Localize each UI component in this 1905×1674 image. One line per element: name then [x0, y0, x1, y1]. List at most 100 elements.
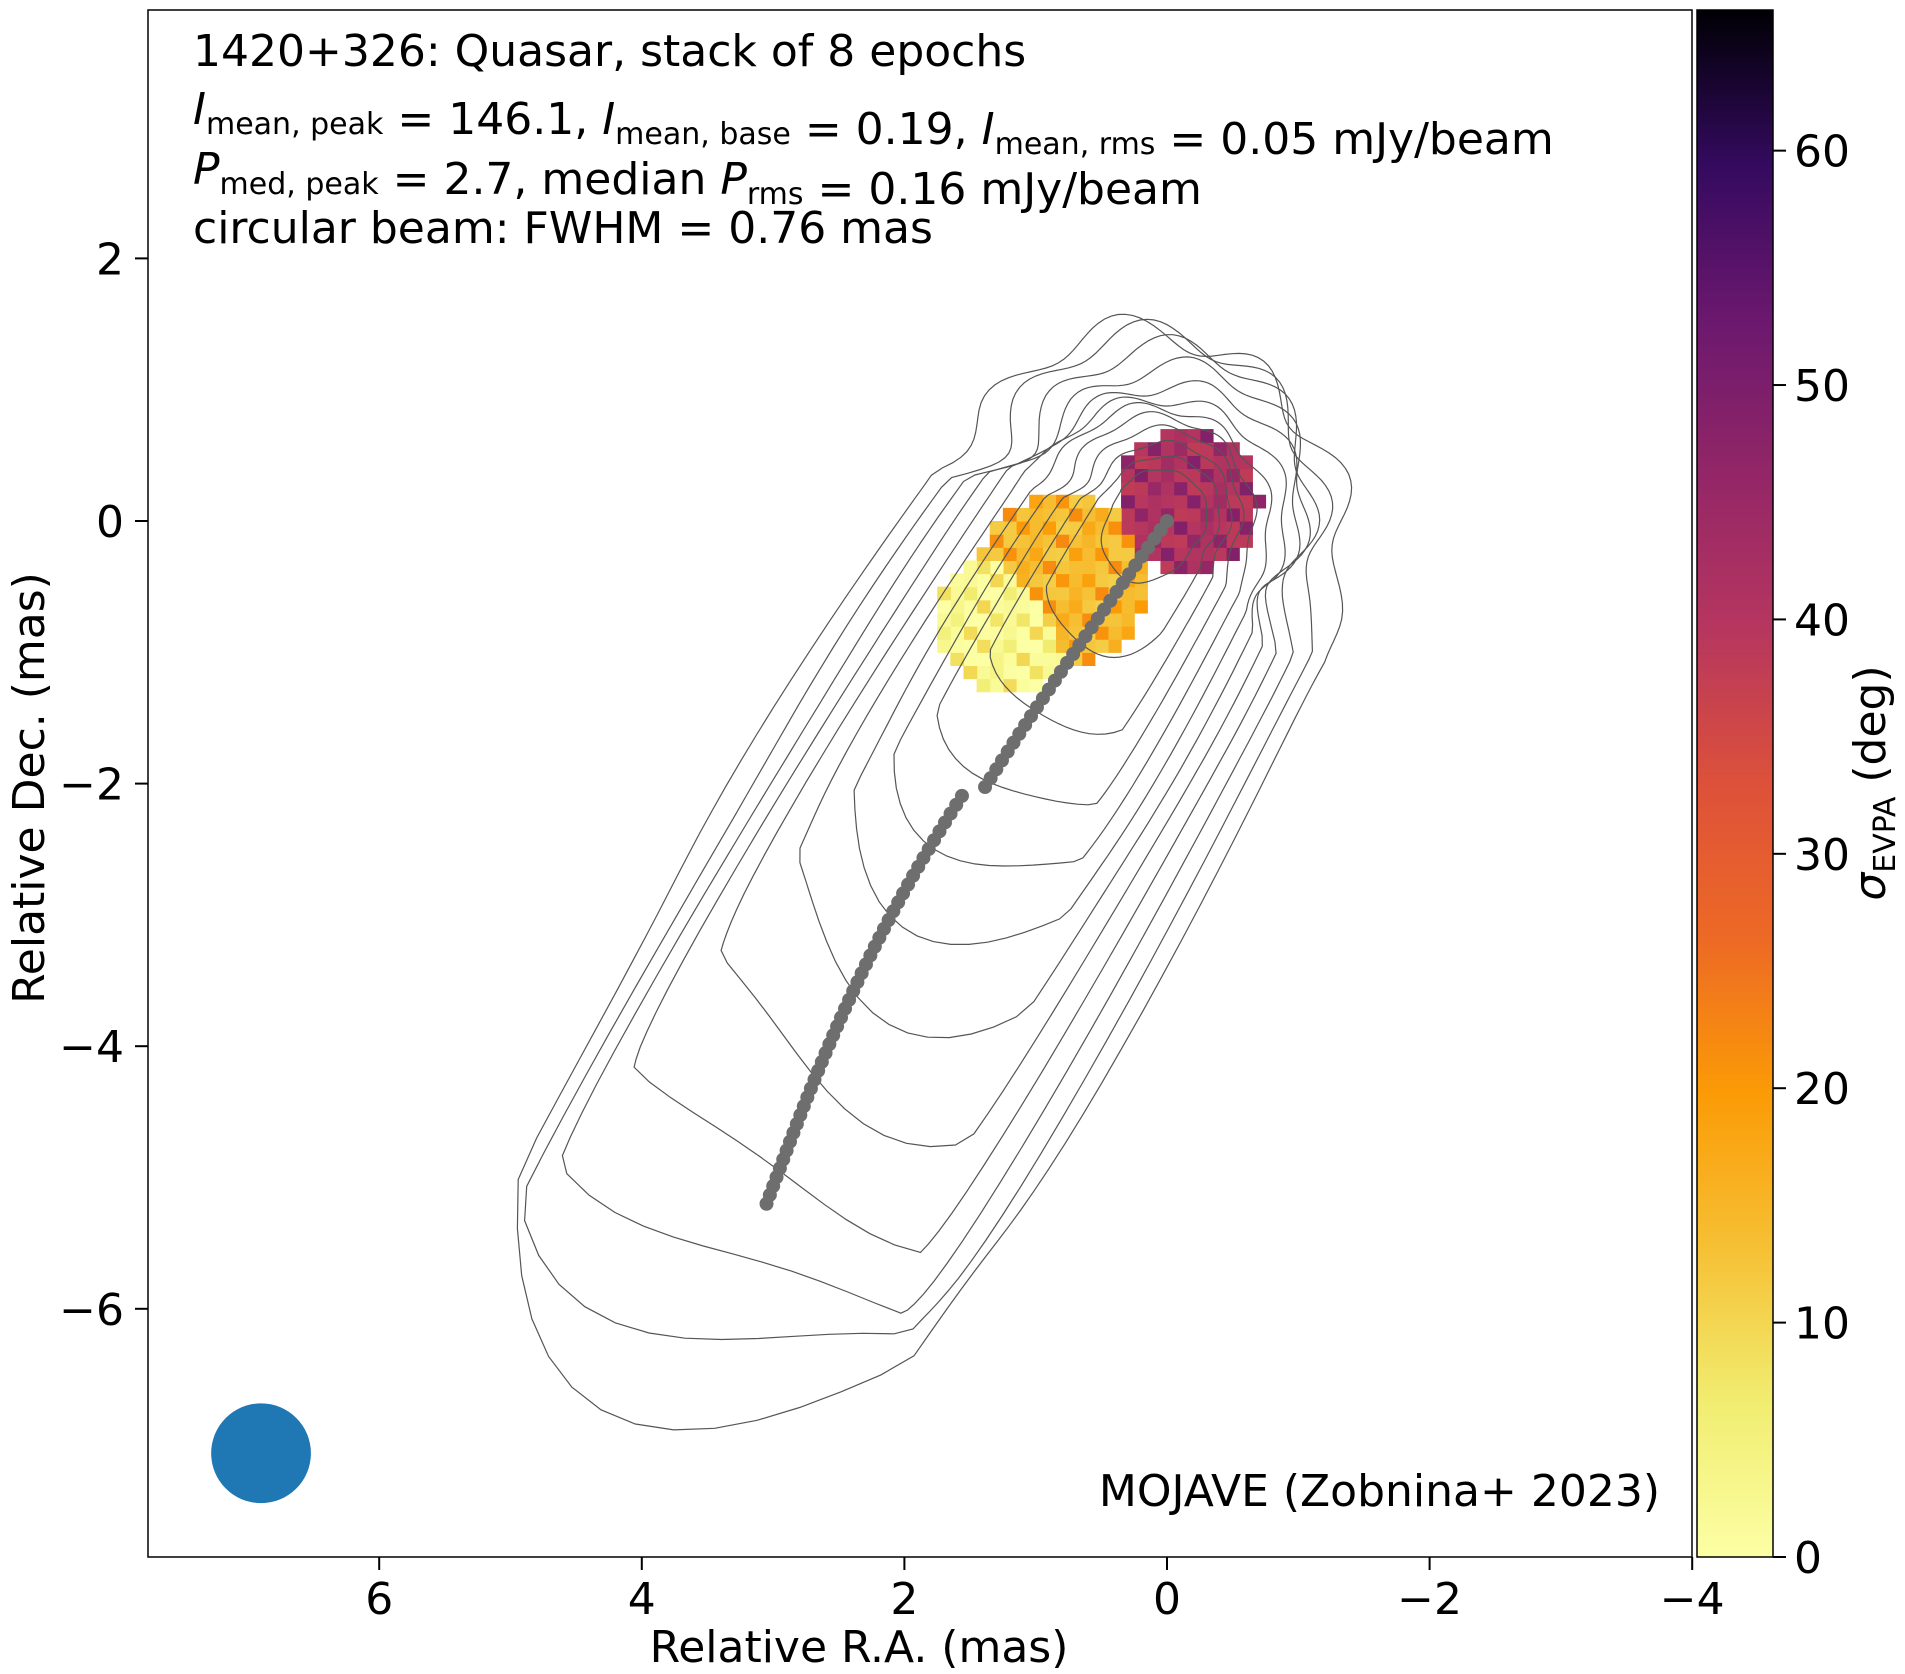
map-pixel [1029, 547, 1043, 561]
map-pixel [1002, 626, 1017, 640]
map-pixel [1147, 468, 1162, 483]
map-pixel [976, 560, 991, 575]
map-pixel [1121, 507, 1135, 522]
contour-line [893, 411, 1258, 867]
map-pixel [1186, 521, 1201, 535]
map-pixel [989, 665, 1004, 680]
map-pixel [1226, 507, 1240, 522]
map-pixel [1107, 534, 1122, 548]
map-pixel [1147, 481, 1162, 496]
y-tick-label: −6 [59, 1285, 124, 1336]
map-pixel [1226, 547, 1240, 561]
map-pixel [1042, 652, 1056, 667]
map-pixel [1055, 521, 1070, 535]
colorbar-tick-label: 10 [1794, 1299, 1850, 1350]
map-pixel [1068, 494, 1083, 509]
map-pixel [1186, 442, 1201, 456]
map-pixel [1055, 612, 1070, 627]
map-pixel [1002, 534, 1017, 548]
map-pixel [1186, 481, 1201, 496]
map-pixel [1042, 586, 1056, 601]
map-pixel [989, 639, 1004, 653]
map-pixel [1002, 612, 1017, 627]
map-pixel [1107, 612, 1122, 627]
map-pixel [1160, 481, 1175, 496]
beam-ellipse [211, 1403, 311, 1504]
y-axis-title: Relative Dec. (mas) [4, 572, 55, 1004]
intensity-contours [516, 313, 1353, 1431]
ridge-point [1160, 514, 1174, 528]
map-pixel [1002, 521, 1017, 535]
map-pixel [1134, 455, 1148, 470]
map-pixel [1068, 599, 1083, 614]
map-pixel [1134, 573, 1148, 588]
map-pixel [1094, 573, 1109, 588]
map-pixel [1160, 429, 1175, 443]
map-pixel [976, 586, 991, 601]
map-pixel [937, 626, 951, 640]
map-pixel [976, 599, 991, 614]
map-pixel [1186, 560, 1201, 575]
map-pixel [1160, 468, 1175, 483]
map-pixel [1068, 547, 1083, 561]
map-pixel [1055, 599, 1070, 614]
map-pixel [1121, 455, 1135, 470]
map-pixel [1068, 507, 1083, 522]
map-pixel [1134, 468, 1148, 483]
map-pixel [1134, 507, 1148, 522]
map-pixel [1029, 586, 1043, 601]
map-pixel [1029, 678, 1043, 693]
map-pixel [1042, 494, 1056, 509]
map-pixel [1173, 521, 1188, 535]
map-pixel [1068, 573, 1083, 588]
map-pixel [1226, 534, 1240, 548]
map-pixel [1186, 494, 1201, 509]
map-pixel [1199, 494, 1214, 509]
map-pixel [1055, 626, 1070, 640]
map-pixel [1212, 507, 1227, 522]
map-pixel [1212, 442, 1227, 456]
map-pixel [1029, 573, 1043, 588]
map-pixel [1199, 481, 1214, 496]
annotation-line: 1420+326: Quasar, stack of 8 epochs [193, 26, 1026, 77]
map-pixel [1029, 665, 1043, 680]
map-pixel [1107, 547, 1122, 561]
colorbar-tick-label: 40 [1794, 595, 1850, 646]
map-pixel [989, 652, 1004, 667]
map-pixel [1121, 534, 1135, 548]
map-pixel [1160, 442, 1175, 456]
map-pixel [1107, 626, 1122, 640]
map-pixel [1016, 573, 1030, 588]
x-axis-ticks: 6 4 2 0 −2 −4 [365, 1557, 1725, 1625]
map-pixel [1173, 481, 1188, 496]
annotation-line: Pmed, peak = 2.7, median Prms = 0.16 mJy… [193, 144, 1202, 215]
map-pixel [1239, 507, 1253, 522]
map-pixel [1002, 639, 1017, 653]
map-pixel [1186, 534, 1201, 548]
map-pixel [1212, 494, 1227, 509]
map-pixel [1016, 599, 1030, 614]
annotation-line: Imean, peak = 146.1, Imean, base = 0.19,… [193, 84, 1554, 165]
map-pixel [1016, 652, 1030, 667]
map-pixel [1173, 547, 1188, 561]
map-pixel [976, 626, 991, 640]
map-pixel [1055, 494, 1070, 509]
map-pixel [1002, 665, 1017, 680]
x-tick-label: −4 [1660, 1574, 1725, 1625]
map-pixel [1029, 521, 1043, 535]
map-pixel [963, 665, 978, 680]
map-pixel [1121, 612, 1135, 627]
x-axis-title: Relative R.A. (mas) [650, 1622, 1069, 1673]
map-pixel [1016, 678, 1030, 693]
map-pixel [1199, 521, 1214, 535]
jet-ridge-line [759, 514, 1174, 1211]
map-pixel [1081, 599, 1096, 614]
map-pixel [1081, 652, 1096, 667]
map-pixel [1081, 521, 1096, 535]
x-tick-label: 2 [890, 1574, 918, 1625]
colorbar-tick-label: 60 [1794, 127, 1850, 178]
map-pixel [976, 678, 991, 693]
map-pixel [1016, 626, 1030, 640]
map-pixel [1173, 560, 1188, 575]
y-tick-label: −2 [59, 760, 124, 811]
